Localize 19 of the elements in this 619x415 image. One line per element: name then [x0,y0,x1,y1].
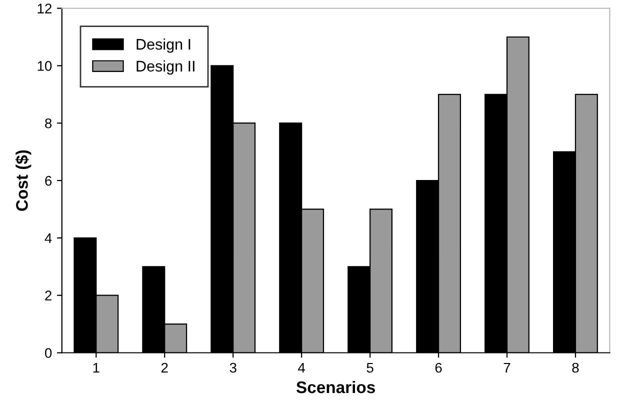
legend-label: Design I [136,38,190,53]
y-axis-title: Cost ($) [15,150,32,211]
x-axis-title: Scenarios [296,380,375,394]
y-tick-label: 8 [45,118,52,128]
legend-label: Design II [136,60,194,75]
x-tick-label: 7 [504,362,510,373]
x-tick-label: 8 [572,362,579,373]
y-tick-label: 4 [44,233,52,243]
y-tick-label: 12 [38,4,52,14]
y-tick-label: 0 [44,348,52,358]
x-tick-label: 2 [161,362,168,373]
x-tick-label: 5 [366,362,374,373]
x-tick-label: 6 [435,362,442,373]
y-tick-label: 10 [38,61,52,71]
x-tick-label: 1 [93,362,100,373]
y-tick-label: 2 [45,290,52,300]
x-tick-label: 3 [230,362,236,373]
y-tick-label: 6 [45,176,52,186]
x-tick-label: 4 [298,362,306,373]
